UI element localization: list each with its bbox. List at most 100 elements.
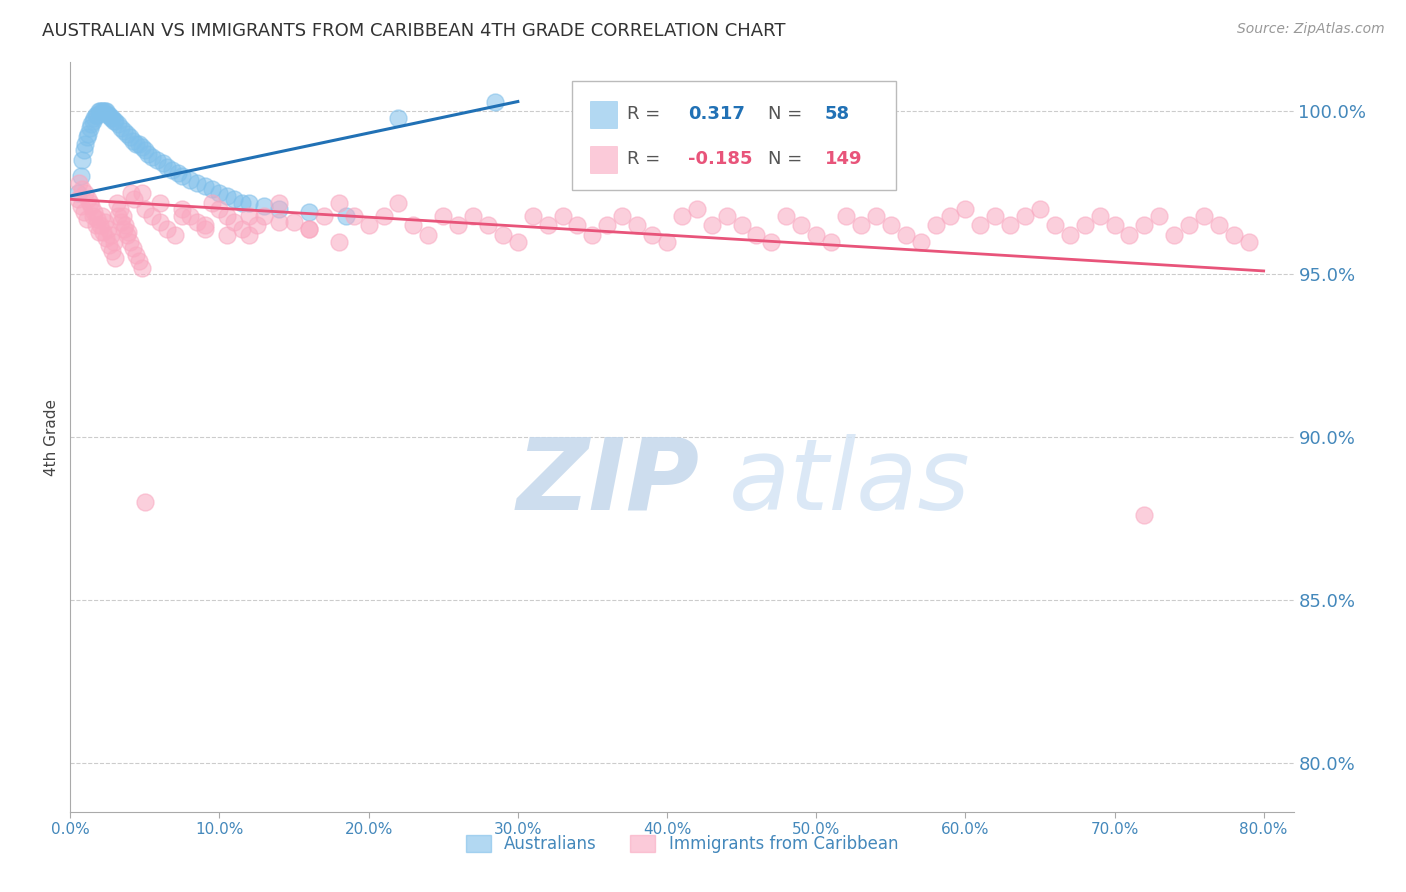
Point (1133, 508, 1156, 523)
Point (100, 111, 122, 125)
Point (269, 195, 291, 210)
Point (84, 219, 107, 233)
Point (484, 95, 506, 109)
Text: atlas: atlas (728, 434, 970, 531)
Point (90, 104, 112, 119)
Text: 149: 149 (825, 150, 862, 168)
Point (104, 114, 127, 128)
Point (163, 228, 186, 243)
Point (335, 209, 357, 223)
Point (700, 219, 723, 233)
Point (80, 117, 103, 131)
Point (924, 219, 946, 233)
Point (134, 202, 156, 216)
FancyBboxPatch shape (591, 145, 617, 172)
Point (69, 199, 91, 213)
Point (73, 144, 96, 158)
Point (152, 156, 174, 170)
Text: N =: N = (768, 150, 807, 168)
Point (136, 146, 159, 161)
Point (1192, 209, 1215, 223)
Point (93, 104, 115, 119)
Point (551, 209, 574, 223)
Point (131, 260, 153, 275)
Point (238, 195, 260, 210)
Point (107, 209, 129, 223)
Point (283, 215, 305, 229)
Point (1133, 219, 1156, 233)
Point (73, 205, 96, 219)
Point (98, 238, 121, 252)
Point (79, 195, 101, 210)
Y-axis label: 4th Grade: 4th Grade (44, 399, 59, 475)
Text: 0.317: 0.317 (688, 105, 745, 123)
Point (115, 127, 138, 141)
Point (224, 215, 246, 229)
Point (186, 176, 208, 190)
Point (910, 235, 932, 249)
Point (101, 244, 124, 259)
Point (201, 195, 224, 210)
Point (477, 219, 499, 233)
Point (745, 228, 768, 243)
Point (90, 209, 112, 223)
Point (156, 221, 179, 235)
Point (111, 209, 134, 223)
Point (246, 219, 269, 233)
Point (156, 160, 179, 174)
Point (1014, 209, 1036, 223)
Point (179, 209, 201, 223)
Point (671, 209, 693, 223)
Point (70, 153, 93, 168)
Point (101, 111, 124, 125)
Point (115, 228, 138, 243)
Point (118, 235, 141, 249)
Point (110, 215, 132, 229)
Point (1043, 219, 1066, 233)
FancyBboxPatch shape (591, 101, 617, 128)
Point (172, 209, 194, 223)
Point (506, 235, 529, 249)
Point (118, 130, 141, 145)
Point (82, 114, 104, 128)
Point (76, 211, 98, 226)
Point (128, 136, 150, 151)
Point (418, 228, 440, 243)
Point (89, 219, 111, 233)
Point (328, 195, 350, 210)
Point (716, 209, 738, 223)
Point (1088, 209, 1111, 223)
Text: R =: R = (627, 105, 666, 123)
Point (125, 136, 148, 151)
Point (86, 107, 108, 121)
Point (567, 219, 589, 233)
Point (125, 247, 148, 261)
Point (86, 211, 108, 226)
Point (537, 219, 560, 233)
Point (215, 189, 238, 203)
Point (112, 124, 135, 138)
Point (298, 221, 321, 235)
Point (312, 209, 335, 223)
Point (128, 254, 150, 268)
Point (387, 195, 409, 210)
Point (655, 235, 678, 249)
Point (134, 495, 156, 509)
Point (402, 219, 425, 233)
Point (231, 195, 253, 210)
Point (253, 209, 276, 223)
Point (110, 120, 132, 135)
Point (112, 221, 135, 235)
Text: ZIP: ZIP (517, 434, 700, 531)
Point (224, 192, 246, 206)
Point (66, 192, 89, 206)
Point (939, 209, 962, 223)
Point (1118, 228, 1140, 243)
Point (357, 219, 380, 233)
Point (641, 228, 664, 243)
Point (75, 136, 97, 151)
Point (298, 205, 321, 219)
Text: Source: ZipAtlas.com: Source: ZipAtlas.com (1237, 22, 1385, 37)
Point (522, 209, 544, 223)
Point (849, 219, 872, 233)
